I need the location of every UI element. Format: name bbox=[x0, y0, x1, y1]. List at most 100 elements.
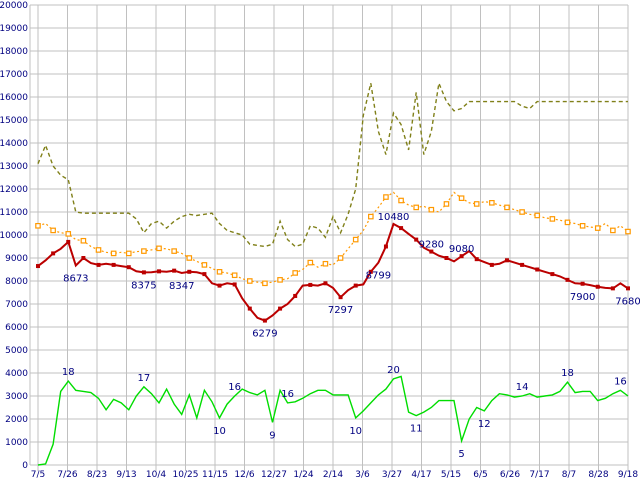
y-axis-tick-label: 10000 bbox=[0, 231, 28, 241]
data-point-marker bbox=[66, 239, 71, 244]
data-point-marker bbox=[50, 227, 56, 234]
data-point-marker bbox=[51, 251, 56, 256]
data-point-marker bbox=[202, 272, 207, 277]
x-axis-tick-label: 9/18 bbox=[618, 470, 638, 480]
data-point-label: 8347 bbox=[169, 281, 194, 292]
data-point-marker bbox=[337, 255, 344, 261]
data-point-marker bbox=[231, 272, 238, 279]
data-point-marker bbox=[81, 256, 86, 260]
x-axis-tick-label: 10/25 bbox=[173, 470, 199, 480]
y-axis-tick-label: 3000 bbox=[5, 392, 28, 402]
data-point-label: 11 bbox=[410, 424, 423, 435]
data-point-label: 16 bbox=[614, 376, 627, 387]
data-point-label: 8799 bbox=[366, 271, 391, 282]
data-point-marker bbox=[473, 201, 480, 207]
data-point-label: 9280 bbox=[419, 240, 444, 251]
data-point-label: 10480 bbox=[378, 212, 410, 223]
x-axis-tick-label: 8/7 bbox=[562, 470, 576, 480]
x-axis-tick-label: 12/6 bbox=[234, 470, 254, 480]
data-point-marker bbox=[95, 247, 102, 253]
data-point-label: 5 bbox=[458, 449, 464, 460]
data-point-marker bbox=[520, 262, 525, 267]
data-point-marker bbox=[186, 255, 193, 261]
y-axis-tick-label: 14000 bbox=[0, 139, 28, 149]
x-axis-tick-label: 7/26 bbox=[57, 470, 77, 480]
y-axis-tick-label: 6000 bbox=[5, 323, 28, 333]
y-axis-tick-label: 15000 bbox=[0, 116, 28, 126]
data-point-marker bbox=[489, 200, 495, 206]
data-point-label: 17 bbox=[138, 373, 151, 384]
data-point-marker bbox=[308, 282, 313, 287]
data-point-marker bbox=[111, 262, 116, 267]
data-point-label: 9 bbox=[269, 430, 275, 441]
y-axis-tick-label: 13000 bbox=[0, 162, 28, 172]
y-axis-tick-label: 5000 bbox=[5, 346, 28, 356]
data-point-marker bbox=[292, 270, 298, 276]
data-point-marker bbox=[398, 197, 404, 204]
x-axis-tick-label: 1/24 bbox=[293, 470, 313, 480]
x-axis-tick-label: 5/15 bbox=[441, 470, 461, 480]
y-axis-tick-label: 7000 bbox=[5, 300, 28, 310]
x-axis-tick-label: 11/15 bbox=[202, 470, 228, 480]
y-axis-tick-label: 2000 bbox=[5, 415, 28, 425]
data-series-layer bbox=[35, 80, 631, 466]
y-axis-tick-label: 9000 bbox=[5, 254, 28, 264]
y-axis-tick-label: 8000 bbox=[5, 277, 28, 287]
data-point-marker bbox=[474, 257, 479, 262]
x-axis-tick-label: 7/17 bbox=[529, 470, 549, 480]
y-axis-tick-label: 16000 bbox=[0, 93, 28, 103]
data-point-marker bbox=[428, 206, 435, 213]
data-point-marker bbox=[232, 282, 237, 287]
data-point-marker bbox=[594, 225, 601, 231]
data-point-marker bbox=[277, 277, 283, 283]
data-point-marker bbox=[549, 216, 556, 222]
data-point-marker bbox=[504, 204, 510, 211]
data-point-marker bbox=[141, 270, 146, 275]
y-axis-tick-label: 0 bbox=[22, 461, 28, 471]
data-point-marker bbox=[550, 272, 555, 277]
y-axis-tick-label: 17000 bbox=[0, 70, 28, 80]
data-point-marker bbox=[368, 213, 374, 220]
data-point-marker bbox=[157, 269, 162, 274]
data-point-marker bbox=[383, 194, 389, 200]
grid-lines bbox=[29, 4, 629, 471]
data-point-marker bbox=[595, 284, 600, 289]
data-point-label: 10 bbox=[213, 426, 226, 437]
data-point-label: 14 bbox=[516, 382, 529, 393]
series-line-olive-series bbox=[37, 80, 628, 248]
data-point-marker bbox=[322, 260, 329, 267]
data-point-marker bbox=[278, 306, 283, 311]
data-point-label: 8375 bbox=[131, 280, 156, 291]
data-point-marker bbox=[626, 286, 630, 291]
data-point-marker bbox=[444, 256, 449, 260]
data-point-marker bbox=[414, 237, 419, 242]
x-axis-tick-labels: 7/5 7/26 8/23 9/13 10/4 10/25 11/15 12/6 12/27 1/… bbox=[31, 470, 639, 480]
data-point-marker bbox=[217, 283, 222, 288]
data-point-label: 9080 bbox=[449, 244, 474, 255]
data-point-marker bbox=[368, 269, 373, 274]
x-axis-tick-label: 3/27 bbox=[382, 470, 402, 480]
x-axis-tick-label: 6/5 bbox=[473, 470, 487, 480]
data-point-label: 10 bbox=[349, 426, 362, 437]
data-point-marker bbox=[353, 283, 358, 288]
x-axis-tick-label: 4/17 bbox=[411, 470, 431, 480]
data-point-marker bbox=[565, 277, 570, 282]
x-axis-tick-label: 2/14 bbox=[323, 470, 343, 480]
data-point-marker bbox=[625, 228, 631, 235]
data-point-marker bbox=[262, 280, 268, 287]
data-point-marker bbox=[172, 268, 177, 273]
y-axis-tick-label: 19000 bbox=[0, 24, 28, 34]
series-line-red-series bbox=[37, 222, 629, 322]
x-axis-tick-label: 3/6 bbox=[355, 470, 370, 480]
data-point-marker bbox=[579, 223, 586, 229]
data-point-marker bbox=[443, 201, 450, 207]
data-point-marker bbox=[413, 204, 420, 211]
data-point-label: 18 bbox=[561, 368, 574, 379]
data-point-marker bbox=[141, 248, 147, 254]
data-point-marker bbox=[580, 281, 585, 286]
data-point-marker bbox=[504, 258, 509, 263]
y-axis-tick-label: 20000 bbox=[0, 1, 28, 11]
